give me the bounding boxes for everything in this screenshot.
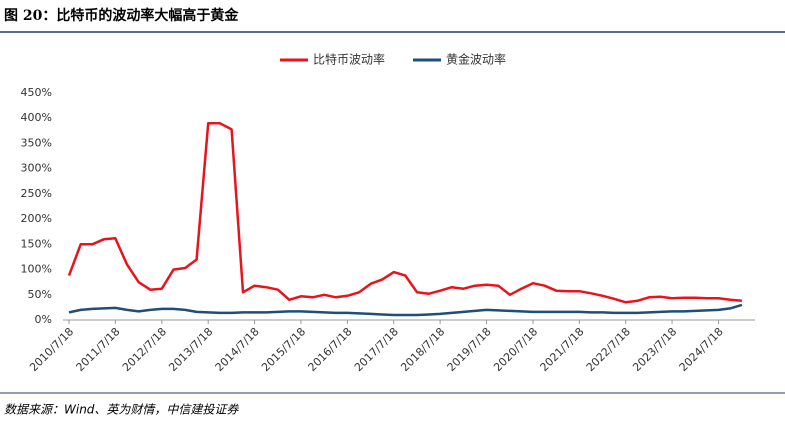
legend-label: 比特币波动率: [313, 52, 385, 67]
x-tick-label: 2013/7/18: [166, 325, 215, 374]
y-tick-label: 0%: [35, 313, 52, 326]
source: 数据来源：Wind、英为财情，中信建投证券: [4, 403, 239, 417]
y-tick-label: 150%: [21, 237, 52, 250]
y-tick-label: 100%: [21, 263, 52, 276]
y-tick-label: 300%: [21, 162, 52, 175]
x-tick-label: 2020/7/18: [491, 325, 540, 374]
x-tick-label: 2022/7/18: [584, 325, 633, 374]
y-tick-label: 200%: [21, 212, 52, 225]
x-tick-label: 2010/7/18: [27, 325, 76, 374]
series-line: [67, 122, 743, 304]
x-tick-label: 2014/7/18: [213, 325, 262, 374]
series-line: [68, 303, 743, 317]
y-tick-label: 400%: [21, 111, 52, 124]
x-tick-label: 2011/7/18: [73, 325, 122, 374]
y-tick-label: 450%: [21, 86, 52, 99]
x-tick-label: 2019/7/18: [445, 325, 494, 374]
x-tick-label: 2021/7/18: [537, 325, 586, 374]
x-tick-label: 2016/7/18: [306, 325, 355, 374]
y-tick-label: 250%: [21, 187, 52, 200]
x-tick-label: 2023/7/18: [630, 325, 679, 374]
y-tick-label: 350%: [21, 136, 52, 149]
y-tick-label: 50%: [28, 288, 52, 301]
x-tick-label: 2012/7/18: [120, 325, 169, 374]
x-tick-label: 2018/7/18: [398, 325, 447, 374]
x-tick-label: 2015/7/18: [259, 325, 308, 374]
x-tick-label: 2024/7/18: [677, 325, 726, 374]
chart-title: 图 20：比特币的波动率大幅高于黄金: [4, 7, 239, 24]
legend-label: 黄金波动率: [446, 52, 506, 67]
x-tick-label: 2017/7/18: [352, 325, 401, 374]
